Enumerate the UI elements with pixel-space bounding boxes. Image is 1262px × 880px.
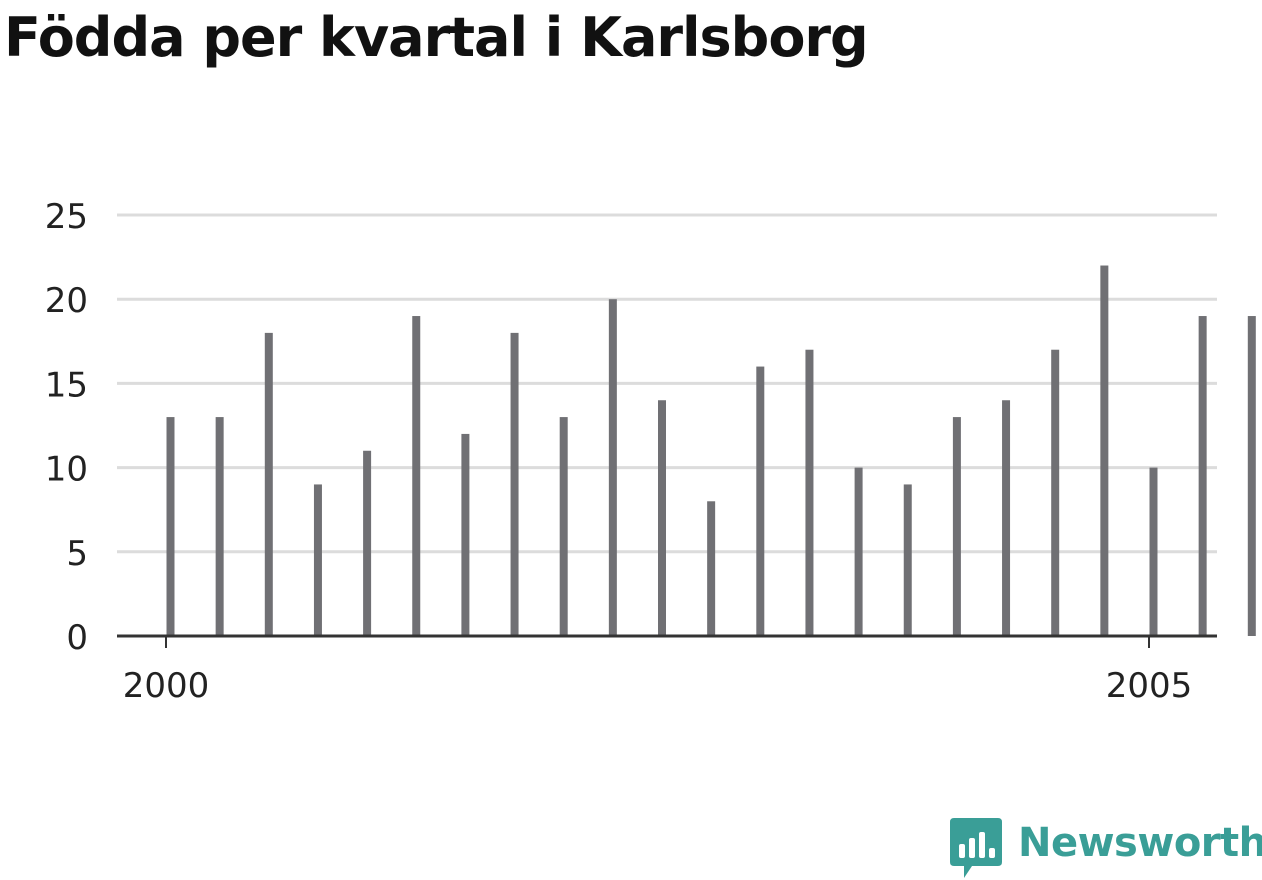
bar <box>363 451 371 636</box>
x-axis-ticks: 200020052010201520202025 <box>123 636 1262 706</box>
bar <box>560 417 568 636</box>
x-tick-label: 2005 <box>1106 666 1193 706</box>
bar <box>855 468 863 636</box>
bar <box>904 484 912 636</box>
bar <box>511 333 519 636</box>
x-tick-label: 2000 <box>123 666 210 706</box>
y-tick-label: 5 <box>66 534 88 574</box>
y-axis-ticks: 0 5 10 15 20 25 <box>45 197 88 658</box>
bar <box>707 501 715 636</box>
newsworthy-logo[interactable]: Newsworthy <box>950 818 1262 880</box>
y-tick-label: 25 <box>45 197 88 237</box>
bar <box>1002 400 1010 636</box>
bar <box>1100 266 1108 636</box>
y-tick-label: 20 <box>45 281 88 321</box>
newsworthy-chart-bubble-icon <box>950 818 1002 880</box>
bar <box>412 316 420 636</box>
y-tick-label: 0 <box>66 618 88 658</box>
bar <box>314 484 322 636</box>
bar <box>609 299 617 636</box>
bar <box>953 417 961 636</box>
bar <box>805 350 813 636</box>
y-tick-label: 10 <box>45 450 88 490</box>
bar <box>1051 350 1059 636</box>
bar <box>216 417 224 636</box>
bar-series <box>167 215 1262 636</box>
brand-name: Newsworthy <box>1018 820 1262 866</box>
bar <box>1248 316 1256 636</box>
bar <box>265 333 273 636</box>
y-tick-label: 15 <box>45 365 88 405</box>
bar <box>1199 316 1207 636</box>
bar <box>167 417 175 636</box>
bar <box>658 400 666 636</box>
bar <box>756 367 764 636</box>
bar <box>461 434 469 636</box>
bar <box>1150 468 1158 636</box>
